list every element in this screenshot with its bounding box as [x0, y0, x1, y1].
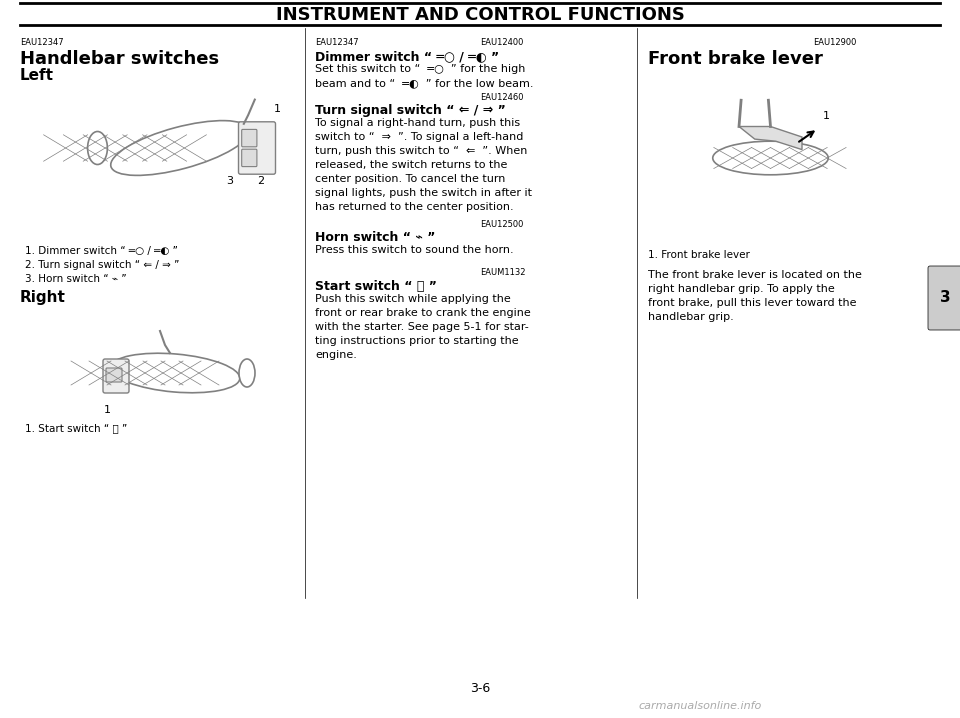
Text: Press this switch to sound the horn.: Press this switch to sound the horn.: [315, 245, 514, 255]
Text: EAU12347: EAU12347: [315, 38, 359, 47]
FancyBboxPatch shape: [103, 359, 129, 393]
Text: 2: 2: [257, 176, 264, 186]
Text: Dimmer switch “ ═○ / ═◐ ”: Dimmer switch “ ═○ / ═◐ ”: [315, 50, 499, 63]
Text: Push this switch while applying the
front or rear brake to crank the engine
with: Push this switch while applying the fron…: [315, 294, 531, 360]
Text: 1. Front brake lever: 1. Front brake lever: [648, 250, 750, 260]
Text: EAU12460: EAU12460: [480, 93, 523, 102]
Text: Right: Right: [20, 290, 66, 305]
Text: Handlebar switches: Handlebar switches: [20, 50, 219, 68]
FancyBboxPatch shape: [238, 122, 276, 174]
Text: 2. Turn signal switch “ ⇐ / ⇒ ”: 2. Turn signal switch “ ⇐ / ⇒ ”: [25, 260, 180, 270]
FancyBboxPatch shape: [242, 129, 257, 146]
FancyBboxPatch shape: [928, 266, 960, 330]
Text: Set this switch to “  ═○  ” for the high
beam and to “  ═◐  ” for the low beam.: Set this switch to “ ═○ ” for the high b…: [315, 64, 534, 88]
Bar: [0, 0, 960, 28]
Text: EAUM1132: EAUM1132: [480, 268, 525, 277]
Text: EAU12400: EAU12400: [480, 38, 523, 47]
Text: Start switch “ Ⓢ ”: Start switch “ Ⓢ ”: [315, 280, 437, 293]
Text: To signal a right-hand turn, push this
switch to “  ⇒  ”. To signal a left-hand
: To signal a right-hand turn, push this s…: [315, 118, 532, 212]
FancyBboxPatch shape: [106, 368, 122, 382]
Text: 3: 3: [226, 176, 233, 186]
Text: Turn signal switch “ ⇐ / ⇒ ”: Turn signal switch “ ⇐ / ⇒ ”: [315, 104, 506, 117]
Ellipse shape: [239, 359, 255, 387]
Text: 1: 1: [823, 111, 830, 121]
Polygon shape: [739, 126, 802, 149]
Text: carmanualsonline.info: carmanualsonline.info: [638, 701, 761, 711]
Ellipse shape: [110, 353, 240, 393]
Text: 1. Dimmer switch “ ═○ / ═◐ ”: 1. Dimmer switch “ ═○ / ═◐ ”: [25, 246, 178, 256]
Text: INSTRUMENT AND CONTROL FUNCTIONS: INSTRUMENT AND CONTROL FUNCTIONS: [276, 6, 684, 24]
Text: 1. Start switch “ Ⓢ ”: 1. Start switch “ Ⓢ ”: [25, 423, 128, 433]
Text: EAU12347: EAU12347: [20, 38, 63, 47]
Ellipse shape: [110, 121, 250, 175]
Text: 3-6: 3-6: [469, 681, 491, 694]
Text: EAU12500: EAU12500: [480, 220, 523, 229]
Text: EAU12900: EAU12900: [813, 38, 856, 47]
FancyBboxPatch shape: [242, 149, 257, 167]
Text: Horn switch “ ⌁ ”: Horn switch “ ⌁ ”: [315, 231, 436, 244]
Ellipse shape: [87, 131, 108, 164]
Text: 3. Horn switch “ ⌁ ”: 3. Horn switch “ ⌁ ”: [25, 274, 127, 284]
Text: 3: 3: [940, 291, 950, 305]
Text: 1: 1: [104, 405, 110, 415]
Text: The front brake lever is located on the
right handlebar grip. To apply the
front: The front brake lever is located on the …: [648, 270, 862, 322]
Text: Front brake lever: Front brake lever: [648, 50, 823, 68]
Ellipse shape: [712, 141, 828, 174]
Text: 1: 1: [274, 105, 280, 114]
Text: Left: Left: [20, 68, 54, 83]
